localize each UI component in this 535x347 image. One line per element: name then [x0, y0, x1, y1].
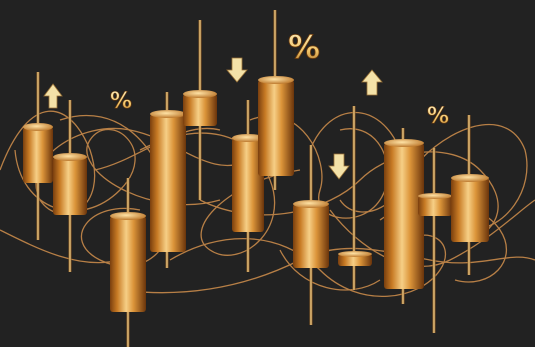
candle-cap	[384, 139, 424, 147]
candlestick-5	[183, 20, 217, 200]
candle-cap	[293, 200, 329, 208]
candle-cap	[451, 174, 489, 182]
candle-cap	[23, 123, 53, 131]
candlestick-12	[451, 115, 489, 275]
candlestick-3	[110, 178, 146, 347]
candle-wick	[352, 106, 356, 290]
candle-cap	[258, 76, 294, 84]
candle-body	[53, 157, 87, 215]
candle-cap	[183, 90, 217, 98]
candle-cap	[53, 153, 87, 161]
candle-body	[23, 127, 53, 183]
candle-body	[183, 94, 217, 126]
candle-body	[451, 178, 489, 242]
candle-wick	[432, 148, 436, 333]
candle-body	[418, 196, 452, 216]
candle-cap	[150, 110, 186, 118]
down-arrow-icon	[226, 57, 248, 83]
candlestick-7	[258, 10, 294, 190]
percent-symbol: %	[288, 28, 320, 66]
candle-cap	[418, 193, 452, 199]
candlestick-11	[418, 148, 452, 333]
candlestick-4	[150, 92, 186, 268]
up-arrow-icon	[43, 83, 63, 109]
candle-body	[338, 254, 372, 266]
candlestick-10	[384, 128, 424, 304]
candlestick-6	[232, 100, 264, 272]
candle-body	[150, 114, 186, 252]
candle-cap	[110, 212, 146, 220]
percent-symbol: %	[110, 89, 132, 114]
candle-body	[384, 143, 424, 289]
candle-body	[258, 80, 294, 176]
candlestick-2	[53, 100, 87, 272]
candlestick-9	[338, 106, 372, 290]
candle-cap	[338, 251, 372, 257]
percent-symbol: %	[427, 104, 449, 129]
candle-cap	[232, 134, 264, 142]
candlestick-8	[293, 145, 329, 325]
candlestick-1	[23, 72, 53, 240]
candle-body	[110, 216, 146, 312]
candle-body	[293, 204, 329, 268]
up-arrow-icon	[361, 69, 383, 96]
down-arrow-icon	[328, 153, 350, 180]
candle-body	[232, 138, 264, 232]
